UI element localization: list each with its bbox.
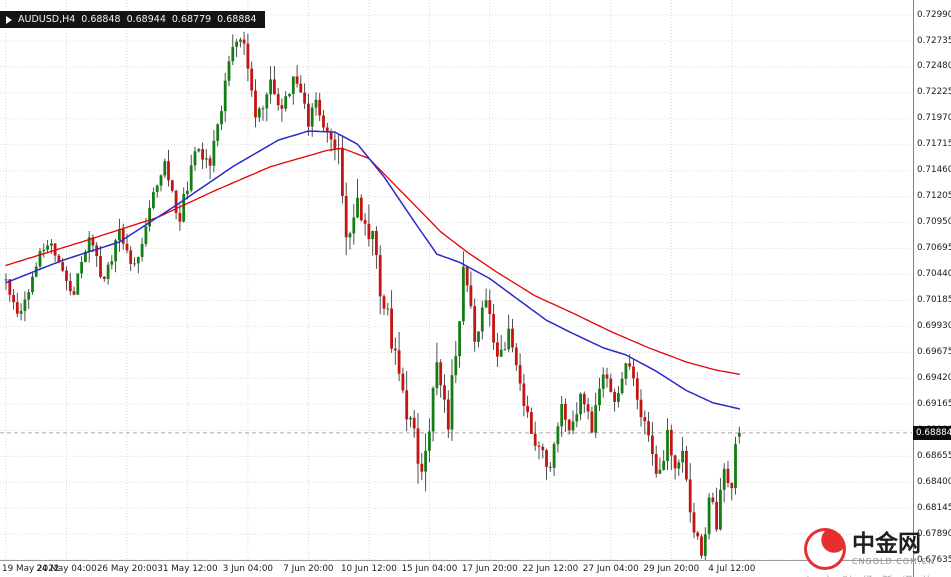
time-axis-label: 24 May 04:00 (36, 564, 97, 574)
close-value: 0.68884 (217, 14, 257, 25)
price-axis-label: 0.72990 (917, 9, 951, 20)
time-axis-label: 26 May 20:00 (96, 564, 158, 574)
price-axis-label: 0.67890 (917, 528, 951, 539)
price-axis-label: 0.68655 (917, 450, 951, 461)
watermark-brand: 中金网 (851, 531, 921, 558)
price-axis-label: 0.71970 (917, 113, 951, 124)
time-axis-label: 3 Jun 04:00 (222, 564, 274, 574)
time-axis-label: 19 May 2022 (2, 564, 60, 574)
price-axis-label: 0.71715 (917, 139, 951, 150)
symbol-label: AUDUSD,H4 (18, 14, 76, 25)
price-axis-label: 0.71205 (917, 191, 951, 202)
price-axis-label: 0.71460 (917, 165, 951, 176)
price-axis-label: 0.68400 (917, 476, 951, 487)
candlestick-chart[interactable] (0, 0, 913, 560)
time-axis: 19 May 2022 24 May 04:00 26 May 20:00 31 Ma… (0, 560, 913, 577)
time-axis-label: 15 Jun 04:00 (401, 564, 458, 574)
price-axis-label: 0.72735 (917, 35, 951, 46)
time-axis-label: 4 Jul 12:00 (708, 564, 756, 574)
time-axis-label: 7 Jun 20:00 (283, 564, 334, 574)
price-axis-label: 0.67635 (917, 554, 951, 565)
price-axis-label: 0.72225 (917, 87, 951, 98)
time-axis-label: 27 Jun 04:00 (582, 564, 639, 574)
price-axis-label: 0.69165 (917, 398, 951, 409)
price-axis-label: 0.70695 (917, 243, 951, 254)
price-axis-label: 0.70950 (917, 217, 951, 228)
price-axis: 0.72990 0.72735 0.72480 0.72225 0.71970 0.717… (913, 0, 951, 577)
ohlc-header: AUDUSD,H4 0.68848 0.68944 0.68779 0.6888… (0, 11, 266, 28)
price-axis-label: 0.69420 (917, 372, 951, 383)
time-axis-label: 17 Jun 20:00 (461, 564, 518, 574)
cngold-logo-icon (803, 528, 846, 570)
time-axis-label: 10 Jun 12:00 (340, 564, 397, 574)
time-axis-label: 29 Jun 20:00 (643, 564, 700, 574)
price-axis-label: 0.70185 (917, 295, 951, 305)
low-value: 0.68779 (171, 14, 212, 25)
high-value: 0.68944 (126, 14, 166, 25)
watermark-domain: CNGOLD.COM.CN (851, 556, 936, 566)
open-value: 0.68848 (81, 14, 121, 25)
watermark-tagline: 中 文 财 经 新 媒 体 (790, 573, 948, 577)
current-price-badge: 0.68884 (913, 426, 951, 441)
marker-icon (6, 15, 12, 24)
price-axis-label: 0.68145 (917, 502, 951, 513)
watermark: 中金网 CNGOLD.COM.CN 中 文 财 经 新 媒 体 (790, 527, 948, 577)
price-axis-label: 0.69675 (917, 346, 951, 357)
price-axis-label: 0.69930 (917, 320, 951, 331)
time-axis-label: 22 Jun 12:00 (522, 564, 579, 574)
price-axis-label: 0.72480 (917, 61, 951, 72)
time-axis-label: 31 May 12:00 (157, 564, 218, 574)
price-axis-label: 0.70440 (917, 269, 951, 279)
